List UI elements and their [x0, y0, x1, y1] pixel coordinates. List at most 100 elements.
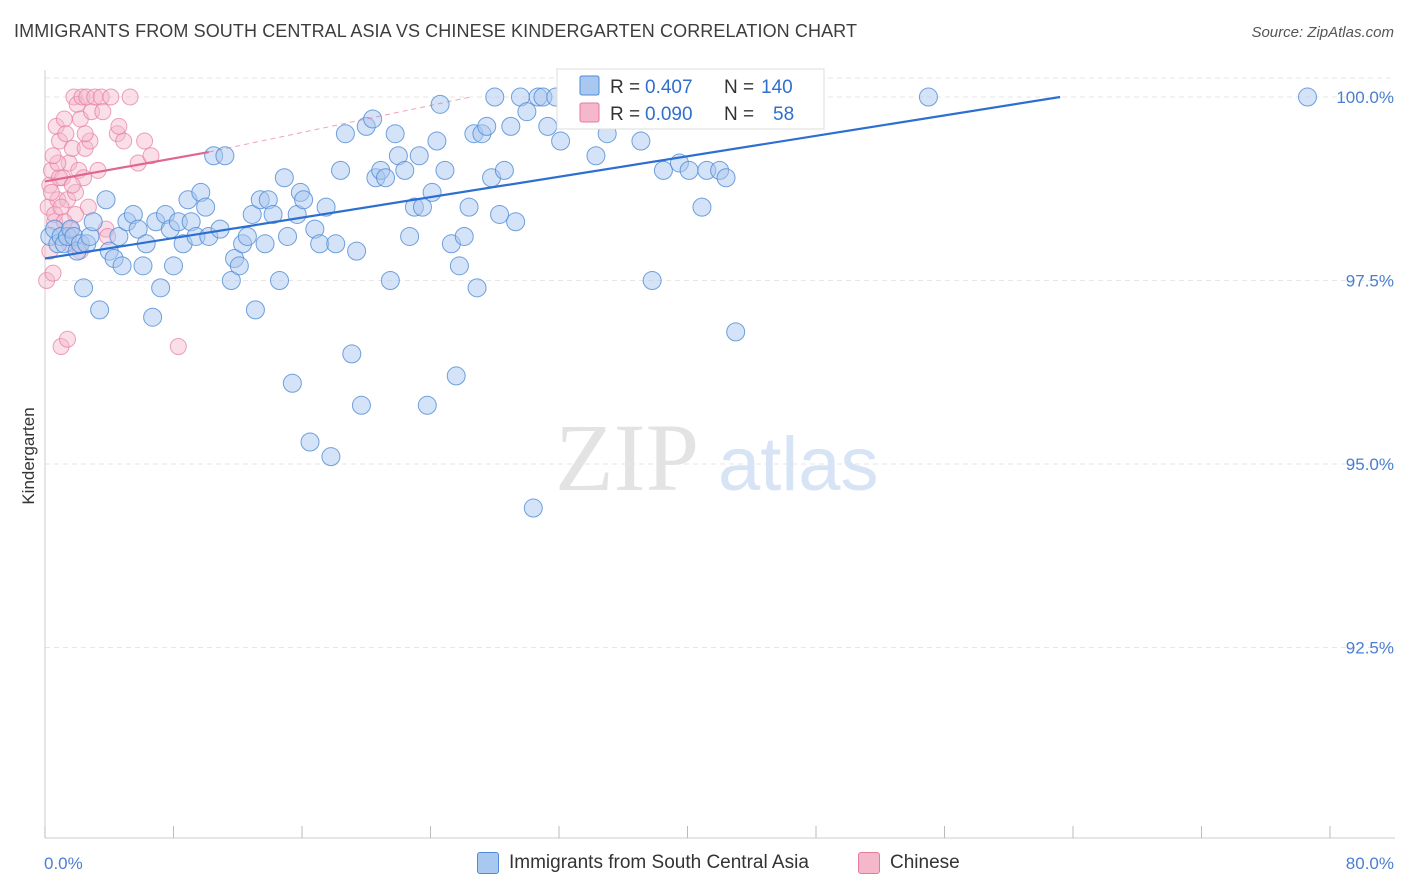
chinese-point-40: [169, 338, 187, 356]
chinese-point-48: [110, 117, 128, 135]
immigrants-point-119: [642, 271, 662, 290]
immigrants-point-37: [196, 197, 216, 217]
legend-r-value-2: 0.090: [645, 104, 693, 125]
immigrants-point-95: [467, 278, 487, 298]
immigrants-point-13: [83, 212, 103, 232]
trend-line-immigrants: [44, 95, 1061, 260]
immigrants-point-124: [692, 197, 712, 217]
legend-swatch-blue: [579, 75, 600, 96]
bottom-legend-immigrants[interactable]: Immigrants from South Central Asia: [477, 852, 809, 874]
chinese-point-0: [38, 272, 56, 289]
immigrants-point-66: [331, 160, 351, 180]
chinese-point-32: [102, 88, 120, 106]
immigrants-point-14: [90, 300, 110, 320]
stats-legend: R = 0.407 N = 140 R = 0.090 N = 58: [556, 68, 825, 130]
immigrants-point-50: [255, 234, 275, 254]
swatch-blue: [477, 852, 499, 874]
chinese-point-56: [142, 147, 160, 165]
immigrants-point-23: [133, 256, 153, 276]
immigrants-point-111: [551, 131, 571, 151]
immigrants-point-97: [477, 116, 497, 136]
watermark: ZIP atlas: [555, 404, 879, 511]
immigrants-point-101: [494, 160, 514, 180]
immigrants-point-130: [1298, 87, 1318, 107]
y-tick-label-2: 95.0%: [1346, 455, 1394, 474]
y-tick-label-1: 97.5%: [1346, 272, 1394, 291]
immigrants-point-47: [242, 204, 262, 224]
immigrants-point-52: [263, 204, 283, 224]
immigrants-point-105: [517, 102, 537, 122]
immigrants-point-76: [380, 271, 400, 290]
legend-n-value-1: 140: [761, 77, 793, 98]
immigrants-point-127: [716, 168, 736, 188]
chart-title: IMMIGRANTS FROM SOUTH CENTRAL ASIA VS CH…: [14, 21, 858, 41]
immigrants-point-60: [300, 432, 320, 452]
chinese-point-34: [115, 132, 133, 150]
immigrants-point-22: [128, 219, 148, 239]
chinese-point-55: [42, 183, 60, 201]
immigrants-point-87: [430, 94, 450, 114]
chinese-point-35: [121, 88, 139, 106]
trend-lines: [44, 95, 1061, 260]
immigrants-point-88: [435, 160, 455, 180]
watermark-zip: ZIP: [555, 404, 699, 511]
chinese-point-8: [50, 132, 68, 150]
immigrants-point-114: [586, 146, 606, 166]
immigrants-point-77: [385, 124, 405, 144]
immigrants-point-46: [237, 226, 257, 246]
immigrants-point-86: [427, 131, 447, 151]
immigrants-point-106: [523, 498, 543, 518]
chinese-point-54: [76, 125, 94, 143]
chinese-point-4: [44, 264, 62, 282]
chinese-point-30: [92, 88, 110, 106]
immigrants-point-54: [274, 168, 294, 188]
immigrants-point-103: [506, 212, 526, 232]
immigrants-point-92: [454, 226, 474, 246]
immigrants-point-99: [485, 87, 505, 107]
immigrants-point-19: [112, 256, 132, 276]
immigrants-point-128: [726, 322, 746, 342]
bottom-legend-label-immigrants: Immigrants from South Central Asia: [509, 852, 809, 873]
immigrants-point-80: [400, 226, 420, 246]
immigrants-point-102: [501, 116, 521, 136]
immigrants-point-67: [335, 124, 355, 144]
chinese-point-22: [73, 88, 91, 106]
chinese-point-33: [108, 125, 126, 143]
immigrants-point-129: [918, 87, 938, 107]
immigrants-points: [40, 87, 1318, 518]
legend-n-label-2: N =: [724, 104, 754, 125]
y-tick-label-3: 92.5%: [1346, 639, 1394, 658]
chinese-point-42: [52, 198, 70, 216]
immigrants-point-62: [310, 234, 330, 254]
chinese-point-9: [52, 338, 70, 356]
legend-r-label-2: R =: [610, 104, 640, 125]
immigrants-point-44: [229, 256, 249, 276]
axes: [44, 70, 1395, 839]
legend-n-value-2: 58: [773, 104, 794, 125]
legend-box: [556, 68, 825, 130]
immigrants-point-82: [409, 146, 429, 166]
chinese-point-12: [57, 125, 75, 143]
immigrants-point-75: [376, 168, 396, 188]
immigrants-point-72: [363, 109, 383, 129]
immigrants-point-55: [278, 226, 298, 246]
source-label: Source: ZipAtlas.com: [1251, 24, 1394, 41]
swatch-pink: [858, 852, 880, 874]
chinese-point-39: [58, 330, 76, 348]
legend-n-label-1: N =: [724, 77, 754, 98]
immigrants-point-118: [631, 131, 651, 151]
immigrants-point-79: [395, 160, 415, 180]
bottom-legend-chinese[interactable]: Chinese: [858, 852, 960, 874]
immigrants-point-84: [417, 395, 437, 415]
immigrants-point-120: [653, 160, 673, 180]
chinese-point-44: [94, 103, 112, 121]
immigrants-point-18: [109, 226, 129, 246]
trend-line-chinese: [44, 150, 210, 183]
immigrants-point-123: [679, 160, 699, 180]
legend-swatch-pink: [579, 102, 600, 123]
immigrants-point-25: [143, 307, 163, 327]
immigrants-point-10: [74, 278, 94, 298]
immigrants-point-69: [347, 241, 367, 261]
x-tick-label-left: 0.0%: [44, 854, 83, 873]
